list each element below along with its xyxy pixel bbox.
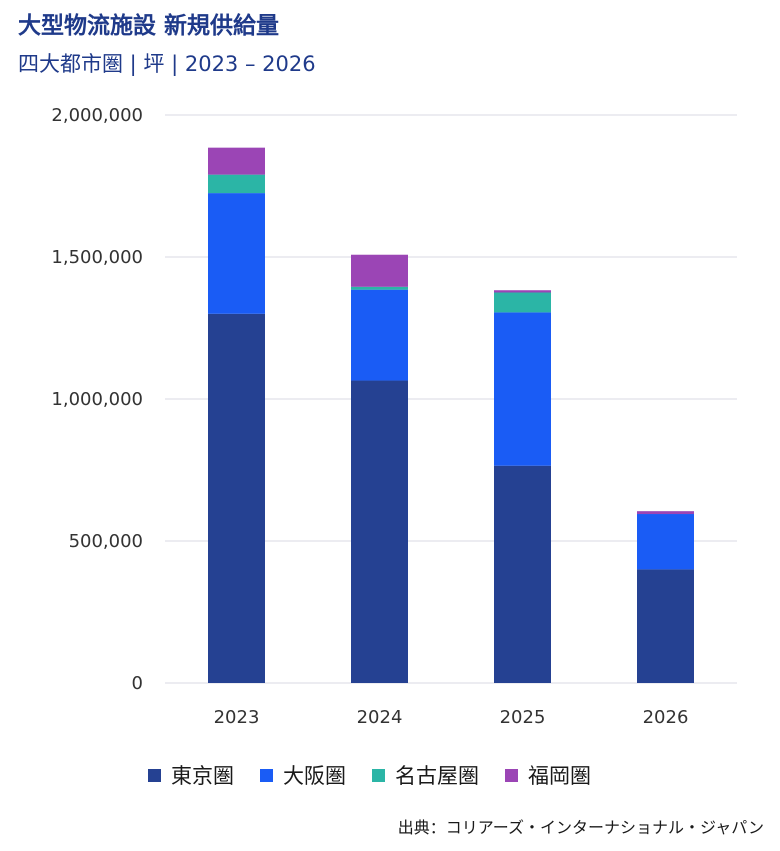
x-axis-ticks: 2023 2024 2025 2026	[214, 707, 689, 728]
bar-segment-福岡圏-2023	[208, 147, 265, 175]
legend-item-nagoya: 名古屋圏	[372, 760, 479, 790]
bar-segment-大阪圏-2026	[637, 514, 694, 570]
legend-swatch	[148, 768, 161, 782]
y-tick-label: 500,000	[69, 531, 143, 552]
x-tick-label: 2023	[214, 707, 260, 728]
legend-swatch	[372, 768, 385, 782]
bar-segment-東京圏-2025	[494, 465, 551, 683]
y-tick-label: 0	[132, 673, 143, 694]
chart-title: 大型物流施設 新規供給量	[18, 13, 280, 39]
bar-segment-大阪圏-2023	[208, 193, 265, 314]
legend-swatch	[260, 768, 273, 782]
legend-label: 福岡圏	[528, 764, 591, 788]
legend-label: 大阪圏	[283, 764, 346, 788]
x-tick-label: 2026	[643, 707, 689, 728]
bar-segment-東京圏-2023	[208, 313, 265, 683]
legend-label: 東京圏	[171, 764, 234, 788]
bar-segment-名古屋圏-2024	[351, 286, 408, 290]
source-note: 出典：コリアーズ・インターナショナル・ジャパン	[397, 818, 764, 837]
bar-segment-東京圏-2024	[351, 380, 408, 683]
legend-swatch	[505, 768, 518, 782]
legend-item-tokyo: 東京圏	[148, 760, 234, 790]
bar-segment-名古屋圏-2025	[494, 292, 551, 313]
legend-item-osaka: 大阪圏	[260, 760, 346, 790]
bar-segment-大阪圏-2024	[351, 289, 408, 381]
bar-segment-福岡圏-2025	[494, 290, 551, 293]
bar-segment-福岡圏-2024	[351, 254, 408, 287]
y-axis-ticks: 0 500,000 1,000,000 1,500,000 2,000,000	[51, 105, 143, 694]
y-tick-label: 2,000,000	[51, 105, 143, 126]
y-tick-label: 1,500,000	[51, 247, 143, 268]
x-tick-label: 2025	[500, 707, 546, 728]
legend: 東京圏 大阪圏 名古屋圏 福岡圏	[148, 760, 591, 790]
chart-subtitle: 四大都市圏 | 坪 | 2023 – 2026	[18, 52, 316, 76]
y-tick-label: 1,000,000	[51, 389, 143, 410]
x-tick-label: 2024	[357, 707, 403, 728]
bar-segment-東京圏-2026	[637, 569, 694, 683]
stacked-bar-chart: 0 500,000 1,000,000 1,500,000 2,000,000 2023…	[51, 105, 737, 728]
bar-segment-大阪圏-2025	[494, 312, 551, 466]
legend-label: 名古屋圏	[395, 764, 479, 788]
bar-segment-福岡圏-2026	[637, 511, 694, 515]
bar-segment-名古屋圏-2023	[208, 174, 265, 194]
bars	[208, 147, 694, 683]
legend-item-fukuoka: 福岡圏	[505, 760, 591, 790]
